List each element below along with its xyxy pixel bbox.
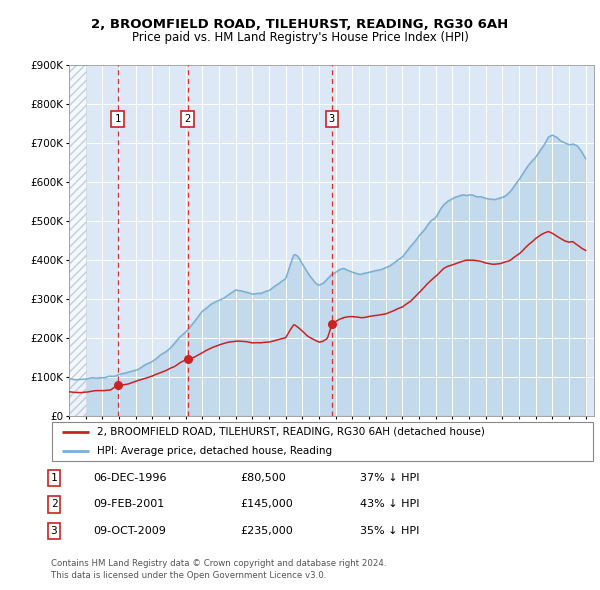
- Text: 2, BROOMFIELD ROAD, TILEHURST, READING, RG30 6AH: 2, BROOMFIELD ROAD, TILEHURST, READING, …: [91, 18, 509, 31]
- Text: £145,000: £145,000: [240, 500, 293, 509]
- Text: 09-OCT-2009: 09-OCT-2009: [93, 526, 166, 536]
- FancyBboxPatch shape: [52, 422, 593, 461]
- Text: 2, BROOMFIELD ROAD, TILEHURST, READING, RG30 6AH (detached house): 2, BROOMFIELD ROAD, TILEHURST, READING, …: [97, 427, 485, 437]
- Polygon shape: [69, 65, 86, 416]
- Text: 3: 3: [50, 526, 58, 536]
- Text: Contains HM Land Registry data © Crown copyright and database right 2024.: Contains HM Land Registry data © Crown c…: [51, 559, 386, 568]
- Text: 3: 3: [329, 114, 335, 124]
- Text: 06-DEC-1996: 06-DEC-1996: [93, 473, 167, 483]
- Text: £80,500: £80,500: [240, 473, 286, 483]
- Text: 35% ↓ HPI: 35% ↓ HPI: [360, 526, 419, 536]
- Text: 2: 2: [50, 500, 58, 509]
- Text: 1: 1: [115, 114, 121, 124]
- Text: HPI: Average price, detached house, Reading: HPI: Average price, detached house, Read…: [97, 446, 332, 456]
- Text: £235,000: £235,000: [240, 526, 293, 536]
- Text: 09-FEB-2001: 09-FEB-2001: [93, 500, 164, 509]
- Text: 43% ↓ HPI: 43% ↓ HPI: [360, 500, 419, 509]
- Text: 2: 2: [184, 114, 191, 124]
- Text: Price paid vs. HM Land Registry's House Price Index (HPI): Price paid vs. HM Land Registry's House …: [131, 31, 469, 44]
- Text: This data is licensed under the Open Government Licence v3.0.: This data is licensed under the Open Gov…: [51, 571, 326, 580]
- Text: 1: 1: [50, 473, 58, 483]
- Text: 37% ↓ HPI: 37% ↓ HPI: [360, 473, 419, 483]
